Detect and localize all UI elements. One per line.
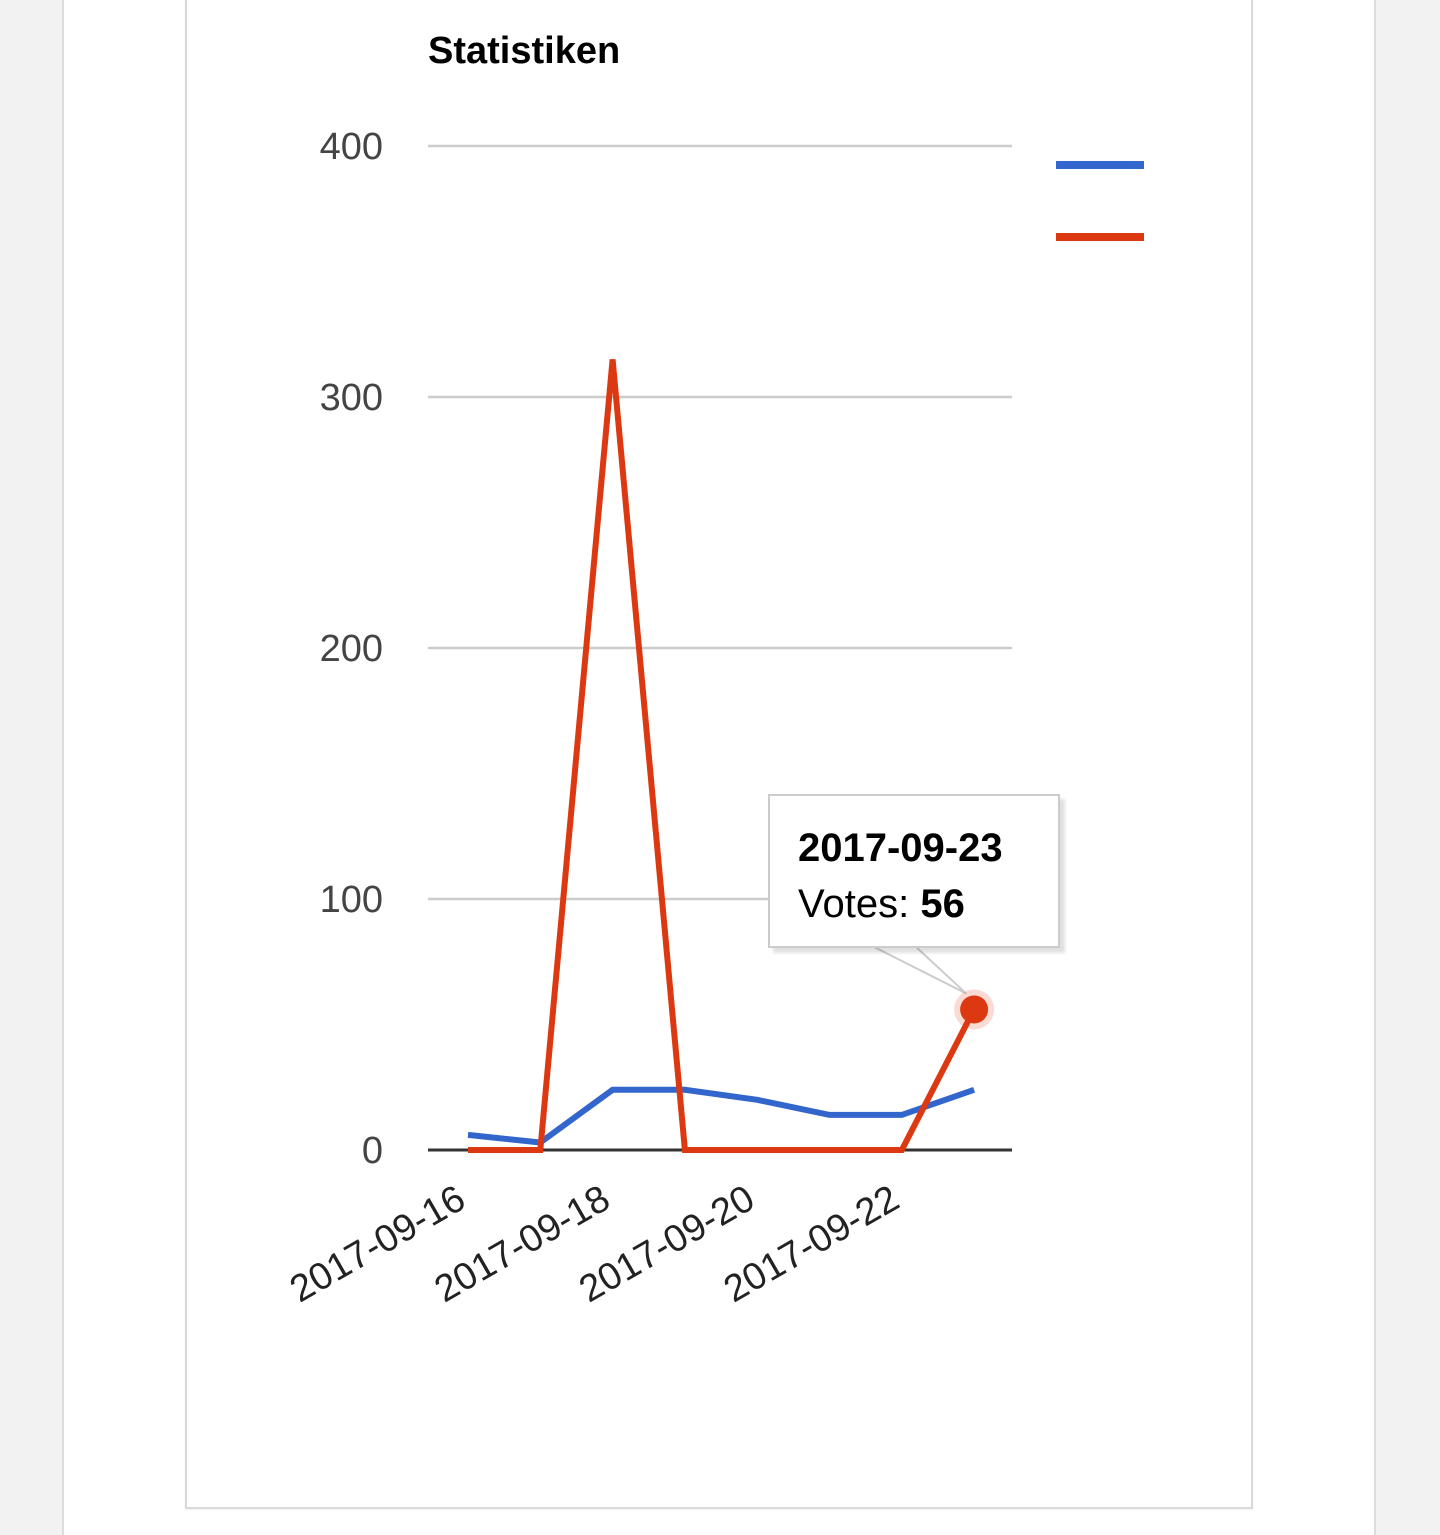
tooltip-pointer [873,946,967,995]
series-1-point [610,1087,616,1093]
highlighted-point [960,995,989,1024]
tooltip-label: Votes: [798,882,910,926]
series-2-point [537,1147,543,1153]
y-tick-label: 400 [320,126,383,168]
highlighted-point-group [954,989,995,1030]
y-tick-label: 200 [320,628,383,670]
tooltip-date: 2017-09-23 [798,826,1003,870]
series-line-2 [468,359,977,1153]
y-axis-ticks: 0 100 200 300 400 [320,126,383,1172]
legend [1056,161,1144,241]
tooltip-pointer-shape [873,946,967,995]
chart-card [185,0,1253,1509]
y-tick-label: 100 [320,879,383,921]
gridlines [428,144,1012,1152]
y-tick-label: 0 [362,1130,383,1172]
series-2-point [827,1147,833,1153]
series-line-1 [467,1086,976,1146]
series-2-point [610,356,616,362]
series-1-point [971,1087,977,1093]
y-tick-label: 300 [320,377,383,419]
series-lines [465,356,977,1153]
tooltip: 2017-09-23 Votes: 56 [768,794,1060,948]
series-1-point [682,1087,688,1093]
chart-title: Statistiken [428,30,620,72]
series-2-point [899,1147,905,1153]
series-2-point [465,1147,471,1153]
tooltip-value: 56 [920,882,965,926]
series-1-point [827,1112,833,1118]
series-2-point [682,1147,688,1153]
tooltip-value-line: Votes: 56 [798,876,1058,932]
series-1-point [754,1097,760,1103]
series-2-point [754,1147,760,1153]
series-1-point [899,1112,905,1118]
series-1-point [465,1132,471,1138]
